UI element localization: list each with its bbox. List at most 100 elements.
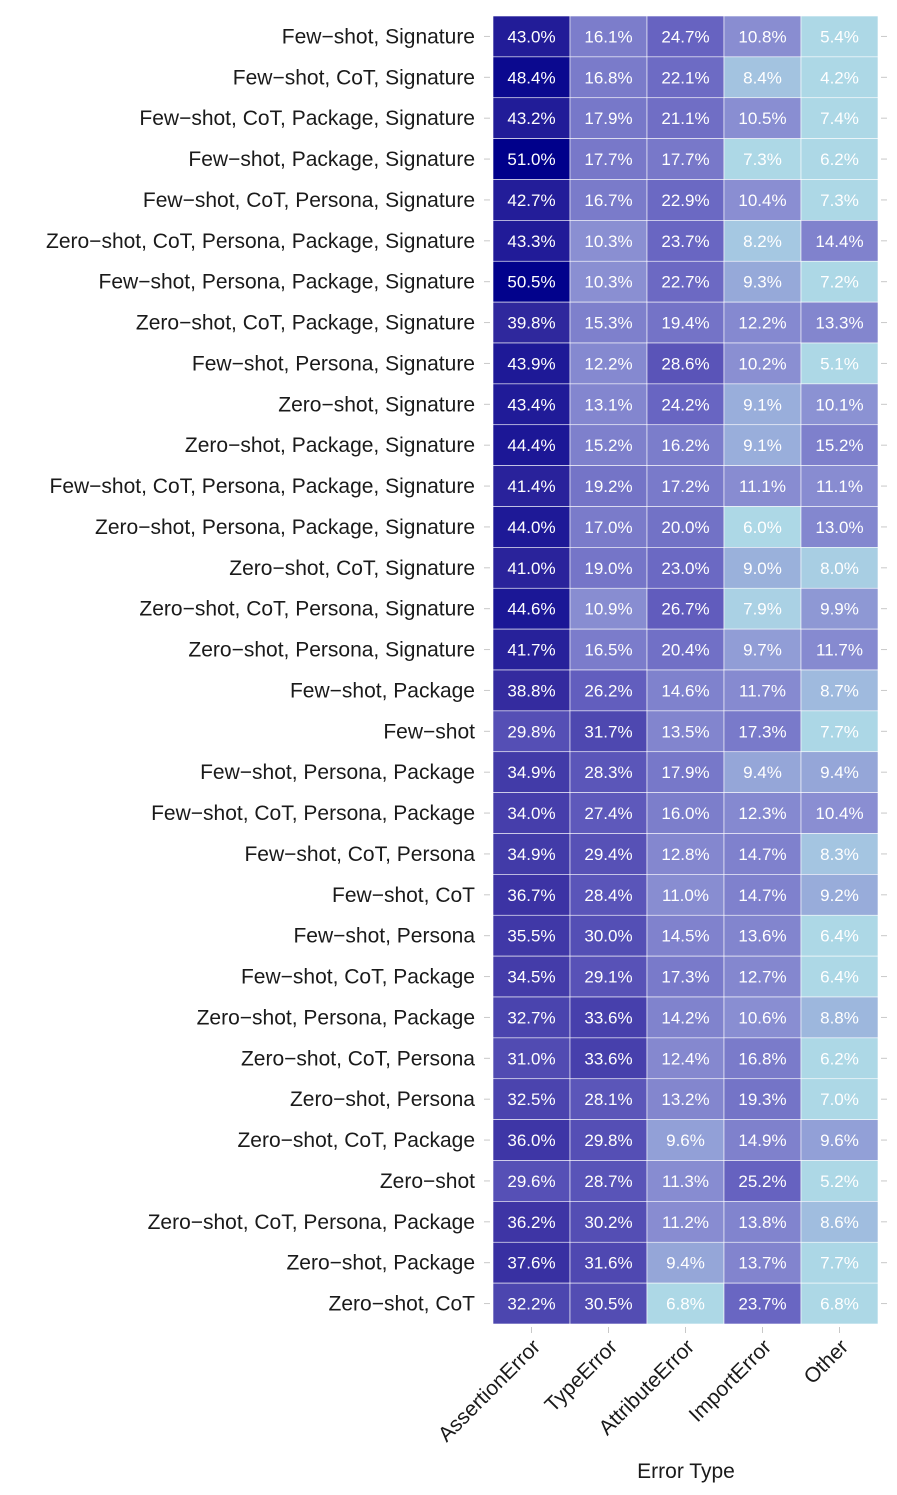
cell-value-label: 32.5% bbox=[507, 1090, 555, 1109]
x-tick-labels: AssertionErrorTypeErrorAttributeErrorImp… bbox=[434, 1335, 853, 1446]
cell-value-label: 17.3% bbox=[661, 968, 709, 987]
heatmap-cell bbox=[492, 15, 571, 58]
cell-value-label: 10.8% bbox=[738, 27, 786, 46]
row-label: Few−shot bbox=[383, 720, 475, 743]
heatmap-cell bbox=[723, 15, 802, 58]
cell-value-label: 11.1% bbox=[739, 477, 786, 496]
cell-value-label: 23.0% bbox=[661, 559, 709, 578]
cell-value-label: 6.2% bbox=[820, 150, 859, 169]
cell-value-label: 32.7% bbox=[507, 1008, 555, 1027]
cell-value-label: 43.2% bbox=[507, 109, 555, 128]
cell-value-label: 12.8% bbox=[661, 845, 709, 864]
cell-value-label: 12.7% bbox=[738, 968, 786, 987]
column-label: TypeError bbox=[541, 1335, 622, 1416]
cell-value-label: 5.2% bbox=[820, 1172, 859, 1191]
heatmap-cell bbox=[569, 465, 648, 507]
heatmap-cell bbox=[800, 56, 879, 99]
cell-value-label: 35.5% bbox=[507, 927, 555, 946]
heatmap-cell bbox=[723, 424, 802, 466]
cell-value-label: 17.0% bbox=[584, 518, 632, 537]
heatmap-cell bbox=[492, 383, 571, 426]
cell-value-label: 30.0% bbox=[584, 927, 632, 946]
cell-value-label: 15.3% bbox=[584, 314, 632, 333]
cell-value-label: 43.4% bbox=[507, 395, 555, 414]
heatmap-cell bbox=[492, 1201, 571, 1243]
cell-value-label: 22.9% bbox=[661, 191, 709, 210]
heatmap-cell bbox=[569, 710, 648, 753]
heatmap-cell bbox=[723, 1201, 802, 1243]
cell-value-label: 6.2% bbox=[820, 1049, 859, 1068]
heatmap-cell bbox=[723, 506, 802, 548]
cell-value-label: 14.9% bbox=[738, 1131, 786, 1150]
heatmap-cell bbox=[800, 547, 879, 589]
cell-value-label: 34.9% bbox=[507, 845, 555, 864]
heatmap-cell bbox=[800, 751, 879, 793]
heatmap-cell bbox=[492, 1241, 571, 1284]
heatmap-cell bbox=[800, 587, 879, 630]
cell-value-label: 14.6% bbox=[661, 681, 709, 700]
row-label: Zero−shot, CoT, Persona, Package, Signat… bbox=[46, 230, 475, 253]
heatmap-cell bbox=[646, 587, 725, 630]
cell-value-label: 43.0% bbox=[507, 27, 555, 46]
heatmap-cell bbox=[723, 220, 802, 262]
row-label: Few−shot, CoT, Persona, Signature bbox=[143, 189, 475, 212]
cell-value-label: 10.5% bbox=[738, 109, 786, 128]
heatmap-cell bbox=[646, 1160, 725, 1202]
heatmap-cell bbox=[800, 342, 879, 385]
cell-value-label: 31.7% bbox=[584, 722, 632, 741]
heatmap-cell bbox=[723, 996, 802, 1039]
cell-value-label: 50.5% bbox=[507, 273, 555, 292]
cell-value-label: 43.3% bbox=[507, 232, 555, 251]
cell-value-label: 12.3% bbox=[738, 804, 786, 823]
heatmap-cell bbox=[800, 669, 879, 712]
cell-value-label: 7.9% bbox=[743, 600, 782, 619]
row-label: Few−shot, Package, Signature bbox=[188, 148, 475, 171]
cell-value-label: 20.4% bbox=[661, 641, 709, 660]
cell-value-label: 14.2% bbox=[661, 1008, 709, 1027]
cell-value-label: 29.4% bbox=[584, 845, 632, 864]
cell-value-label: 10.3% bbox=[584, 232, 632, 251]
heatmap-cell bbox=[723, 465, 802, 507]
heatmap-cell bbox=[723, 97, 802, 139]
cell-value-label: 30.2% bbox=[584, 1213, 632, 1232]
cell-value-label: 10.4% bbox=[815, 804, 863, 823]
row-label: Zero−shot, Persona, Signature bbox=[188, 639, 475, 662]
heatmap-cell bbox=[800, 1241, 879, 1284]
heatmap-cell bbox=[646, 138, 725, 180]
heatmap-cell bbox=[492, 1282, 571, 1325]
cell-value-label: 9.6% bbox=[820, 1131, 859, 1150]
heatmap-cell bbox=[492, 751, 571, 793]
heatmap-cell bbox=[646, 1119, 725, 1161]
cell-value-label: 22.1% bbox=[661, 68, 709, 87]
row-label: Zero−shot, CoT, Persona, Package bbox=[148, 1211, 475, 1234]
heatmap-cell bbox=[646, 833, 725, 875]
heatmap-cell bbox=[800, 833, 879, 875]
heatmap-cell bbox=[800, 424, 879, 466]
heatmap-cell bbox=[569, 342, 648, 385]
row-label: Few−shot, Persona, Signature bbox=[192, 352, 475, 375]
row-label: Few−shot, CoT, Package bbox=[241, 966, 475, 989]
heatmap-cell bbox=[569, 1201, 648, 1243]
cell-value-label: 21.1% bbox=[661, 109, 709, 128]
heatmap-cell bbox=[723, 1037, 802, 1080]
cell-value-label: 19.4% bbox=[661, 314, 709, 333]
heatmap-cell bbox=[723, 1078, 802, 1120]
cell-value-label: 32.2% bbox=[507, 1295, 555, 1314]
cell-value-label: 10.2% bbox=[738, 354, 786, 373]
cell-value-label: 7.2% bbox=[820, 273, 859, 292]
cell-value-label: 27.4% bbox=[584, 804, 632, 823]
cell-value-label: 16.0% bbox=[661, 804, 709, 823]
heatmap-cell bbox=[800, 260, 879, 303]
cell-value-label: 39.8% bbox=[507, 314, 555, 333]
cell-value-label: 13.3% bbox=[815, 314, 863, 333]
cell-value-label: 8.6% bbox=[820, 1213, 859, 1232]
row-label: Zero−shot, CoT, Signature bbox=[229, 557, 475, 580]
row-label: Zero−shot, CoT, Persona, Signature bbox=[139, 598, 475, 621]
heatmap-cell bbox=[569, 792, 648, 834]
heatmap-cell bbox=[646, 56, 725, 99]
heatmap-cell bbox=[569, 751, 648, 793]
heatmap-cell bbox=[800, 628, 879, 671]
cell-value-label: 24.7% bbox=[661, 27, 709, 46]
cell-value-label: 6.4% bbox=[820, 968, 859, 987]
